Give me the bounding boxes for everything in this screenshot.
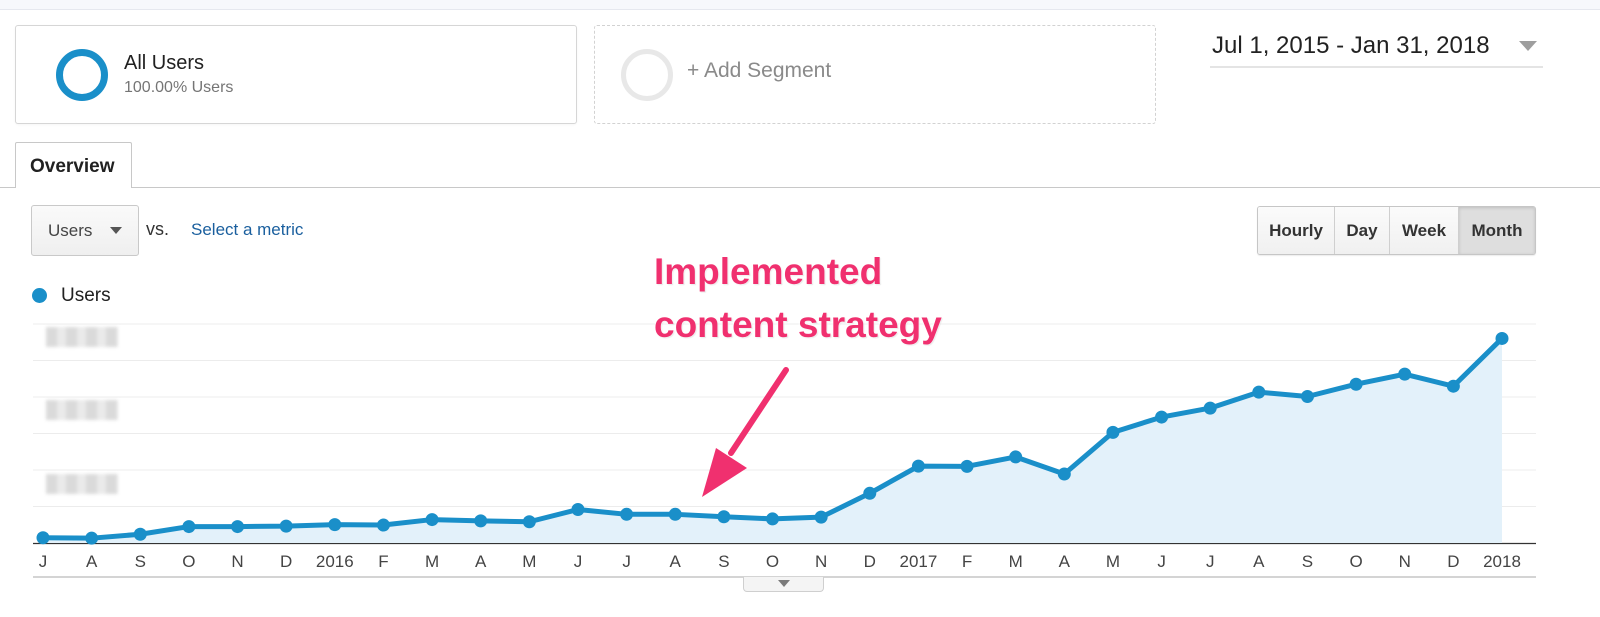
x-tick-label: F (962, 552, 972, 571)
top-bar (0, 0, 1600, 10)
x-tick-label: M (425, 552, 439, 571)
data-point[interactable] (279, 519, 293, 533)
x-tick-label: M (522, 552, 536, 571)
interval-hourly-button[interactable]: Hourly (1258, 207, 1335, 254)
annotation-line-2: content strategy (654, 304, 942, 345)
x-tick-label: N (815, 552, 827, 571)
empty-segment-icon (621, 49, 673, 101)
x-tick-label: N (1399, 552, 1411, 571)
tab-overview-label: Overview (30, 156, 115, 177)
data-point[interactable] (717, 510, 731, 524)
x-tick-label: M (1009, 552, 1023, 571)
x-tick-label: F (378, 552, 388, 571)
date-range-picker[interactable]: Jul 1, 2015 - Jan 31, 2018 (1210, 32, 1543, 68)
segment-title: All Users (124, 52, 205, 74)
x-tick-label: O (766, 552, 779, 571)
data-point[interactable] (36, 531, 50, 545)
interval-week-button[interactable]: Week (1390, 207, 1459, 254)
data-point[interactable] (133, 527, 147, 541)
vs-label: vs. (146, 219, 170, 239)
x-tick-label: A (670, 552, 682, 571)
interval-month-button[interactable]: Month (1459, 207, 1535, 254)
annotation-arrow-head (702, 448, 747, 497)
y-tick-obscured (46, 400, 118, 420)
data-point[interactable] (1057, 467, 1071, 481)
x-tick-label: A (1253, 552, 1265, 571)
segment-subtitle: 100.00% Users (124, 79, 234, 96)
data-point[interactable] (231, 520, 245, 534)
x-tick-label: D (1447, 552, 1459, 571)
data-point[interactable] (328, 518, 342, 532)
date-range-text: Jul 1, 2015 - Jan 31, 2018 (1212, 32, 1490, 59)
data-point[interactable] (376, 518, 390, 532)
add-segment-label: + Add Segment (687, 59, 832, 82)
x-tick-label: J (39, 552, 48, 571)
segment-all-users[interactable]: All Users 100.00% Users (15, 25, 577, 124)
annotation-arrow-shaft (728, 367, 789, 456)
x-tick-label: J (1157, 552, 1166, 571)
data-point[interactable] (1009, 450, 1023, 464)
metric-dropdown[interactable]: Users (31, 205, 139, 256)
data-point[interactable] (474, 514, 488, 528)
interval-day-button[interactable]: Day (1335, 207, 1390, 254)
data-point[interactable] (814, 510, 828, 524)
data-point[interactable] (85, 531, 99, 545)
data-point[interactable] (571, 502, 585, 516)
data-point[interactable] (1252, 385, 1266, 399)
add-segment-button[interactable]: + Add Segment (594, 25, 1156, 124)
x-tick-label: A (1059, 552, 1071, 571)
x-tick-label: J (1206, 552, 1215, 571)
x-tick-label: S (1302, 552, 1313, 571)
data-point[interactable] (911, 459, 925, 473)
x-tick-label: N (231, 552, 243, 571)
x-tick-label: M (1106, 552, 1120, 571)
x-tick-label: 2017 (899, 552, 937, 571)
dropdown-caret-icon (110, 227, 122, 234)
series-area-users (43, 338, 1502, 543)
chevron-down-icon (1519, 41, 1537, 51)
data-point[interactable] (1106, 425, 1120, 439)
tab-overview[interactable]: Overview (15, 142, 132, 188)
data-point[interactable] (668, 507, 682, 521)
data-point[interactable] (960, 459, 974, 473)
metric-dropdown-label: Users (48, 221, 93, 240)
x-tick-label: A (86, 552, 98, 571)
interval-toggle-group: Hourly Day Week Month (1257, 206, 1536, 255)
legend-label[interactable]: Users (61, 285, 111, 306)
x-tick-label: J (622, 552, 631, 571)
data-point[interactable] (766, 512, 779, 526)
x-tick-label: J (574, 552, 583, 571)
data-point[interactable] (863, 486, 877, 500)
x-tick-label: S (718, 552, 729, 571)
y-tick-obscured (46, 327, 118, 347)
data-point[interactable] (620, 507, 634, 521)
select-metric-link[interactable]: Select a metric (191, 220, 304, 239)
data-point[interactable] (182, 520, 196, 534)
x-tick-label: D (864, 552, 876, 571)
y-tick-obscured (46, 474, 118, 494)
data-point[interactable] (1446, 379, 1460, 393)
segment-donut-icon (56, 49, 108, 101)
x-tick-label: O (182, 552, 195, 571)
data-point[interactable] (1203, 401, 1217, 415)
data-point[interactable] (522, 515, 536, 529)
legend-dot-icon (32, 288, 47, 303)
x-tick-label: 2018 (1483, 552, 1521, 571)
tab-divider (0, 187, 1600, 188)
data-point[interactable] (425, 513, 439, 527)
data-point[interactable] (1155, 410, 1169, 424)
chevron-down-icon (778, 580, 790, 587)
data-point[interactable] (1300, 389, 1314, 403)
data-point[interactable] (1398, 367, 1412, 381)
data-point[interactable] (1495, 331, 1509, 345)
chart-expand-handle[interactable] (743, 577, 824, 592)
x-tick-label: 2016 (316, 552, 354, 571)
x-tick-label: O (1349, 552, 1362, 571)
x-tick-label: S (135, 552, 146, 571)
x-tick-label: D (280, 552, 292, 571)
data-point[interactable] (1349, 377, 1363, 391)
x-tick-label: A (475, 552, 487, 571)
annotation-line-1: Implemented (654, 251, 883, 292)
